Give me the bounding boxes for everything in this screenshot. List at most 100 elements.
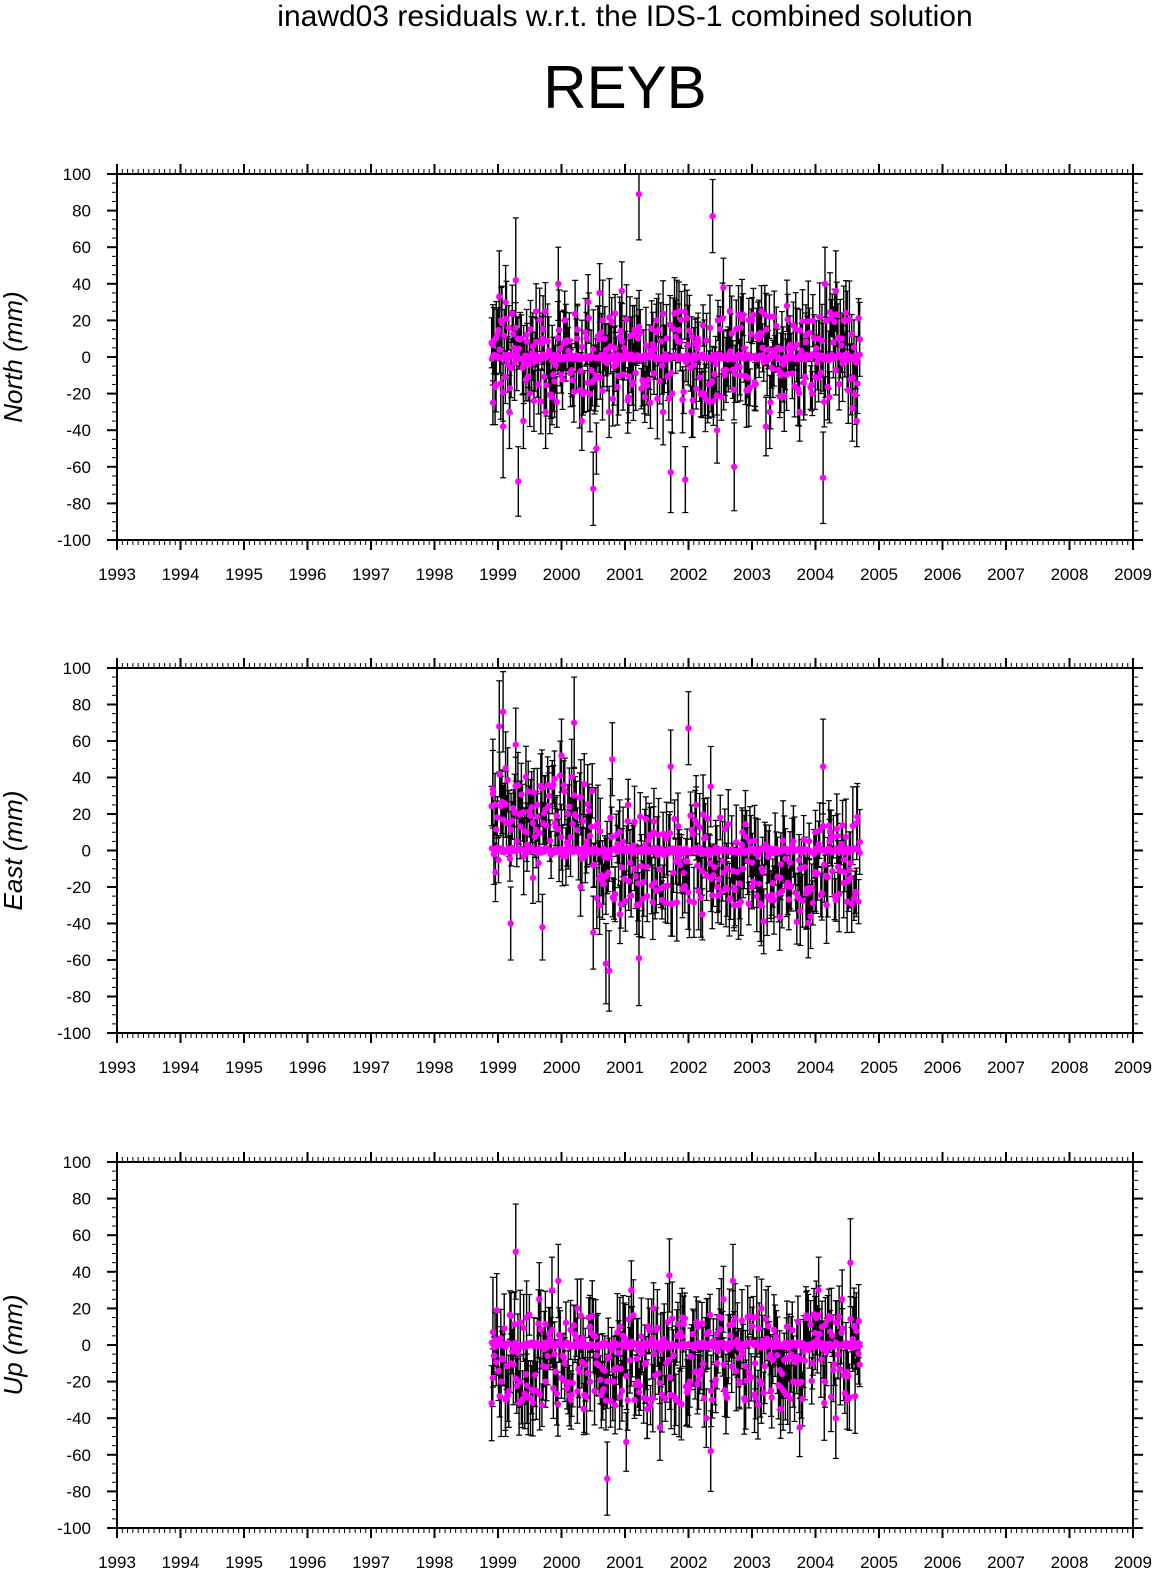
data-point (749, 859, 756, 866)
data-point (586, 390, 594, 398)
data-point (536, 829, 543, 837)
data-point (513, 838, 520, 845)
y-tick-label: 60 (72, 238, 91, 257)
data-point (821, 280, 829, 287)
data-point (826, 828, 834, 835)
data-point (786, 859, 794, 866)
data-point (590, 485, 597, 492)
data-point (815, 841, 822, 848)
x-tick-label: 2002 (670, 1058, 708, 1077)
data-point (711, 864, 718, 871)
data-point (715, 876, 723, 883)
data-point (809, 899, 817, 907)
x-tick-label: 1999 (479, 1058, 517, 1077)
data-point (719, 315, 726, 322)
data-point (829, 868, 836, 875)
data-point (565, 839, 572, 847)
data-point (496, 723, 503, 730)
data-point (754, 852, 762, 859)
x-tick-label: 2004 (797, 565, 835, 584)
data-point (851, 391, 859, 398)
data-point (675, 308, 683, 315)
data-point (709, 378, 716, 385)
data-point (771, 313, 778, 320)
data-point (717, 325, 724, 333)
data-point (596, 902, 603, 909)
data-point (856, 838, 863, 846)
data-point (710, 398, 717, 405)
data-point (651, 345, 659, 353)
data-point (850, 895, 858, 902)
data-point (832, 367, 839, 374)
data-point (577, 794, 585, 801)
data-point (578, 343, 586, 351)
data-point (550, 781, 557, 788)
data-point (727, 895, 734, 902)
data-point (618, 338, 626, 345)
data-point (492, 869, 499, 876)
data-point (745, 900, 753, 907)
data-point (590, 929, 597, 936)
data-point (544, 337, 551, 345)
data-point (747, 845, 755, 852)
data-point (535, 859, 542, 867)
data-point (849, 405, 856, 412)
x-tick-label: 1994 (162, 1553, 200, 1572)
data-point (654, 395, 661, 402)
data-point (584, 298, 592, 306)
data-point (538, 340, 546, 347)
data-point (622, 897, 629, 905)
data-point (575, 355, 582, 363)
data-point (797, 327, 804, 334)
data-point (702, 833, 709, 841)
data-point (577, 367, 585, 375)
data-point (595, 335, 603, 343)
x-tick-label: 2004 (797, 1058, 835, 1077)
data-point (809, 390, 816, 397)
data-point (769, 879, 777, 887)
data-point (593, 445, 600, 452)
x-tick-label: 2008 (1051, 1058, 1089, 1077)
data-point (689, 831, 697, 838)
data-point (721, 825, 729, 833)
data-point (725, 820, 732, 828)
data-point (750, 878, 757, 885)
data-point (593, 894, 601, 902)
data-point (698, 867, 706, 875)
data-point (506, 408, 513, 416)
data-point (781, 846, 788, 853)
data-point (847, 859, 854, 867)
x-tick-label: 2001 (606, 1058, 644, 1077)
data-point (507, 826, 515, 833)
data-point (718, 393, 725, 401)
data-point (630, 842, 637, 849)
data-point (655, 326, 662, 334)
data-point (630, 379, 637, 386)
data-point (723, 865, 730, 872)
data-point (677, 861, 684, 869)
data-point (758, 902, 765, 909)
data-point (553, 812, 561, 819)
data-point (825, 356, 833, 364)
data-point (699, 322, 707, 329)
data-point (528, 350, 535, 357)
data-point (559, 376, 566, 383)
data-point (550, 371, 557, 378)
data-point (535, 381, 542, 388)
data-point (622, 348, 629, 355)
data-point (499, 389, 507, 396)
data-point (632, 873, 639, 880)
data-point (696, 374, 703, 381)
x-tick-label: 2000 (543, 1058, 581, 1077)
data-point (554, 826, 562, 833)
data-point (697, 894, 705, 901)
data-point (835, 380, 843, 388)
data-point (683, 314, 691, 322)
data-point (533, 338, 540, 346)
data-point (558, 752, 565, 759)
data-point (537, 398, 544, 405)
data-point (496, 293, 503, 300)
data-point (745, 317, 753, 324)
data-point (767, 399, 774, 406)
data-point (681, 308, 689, 316)
